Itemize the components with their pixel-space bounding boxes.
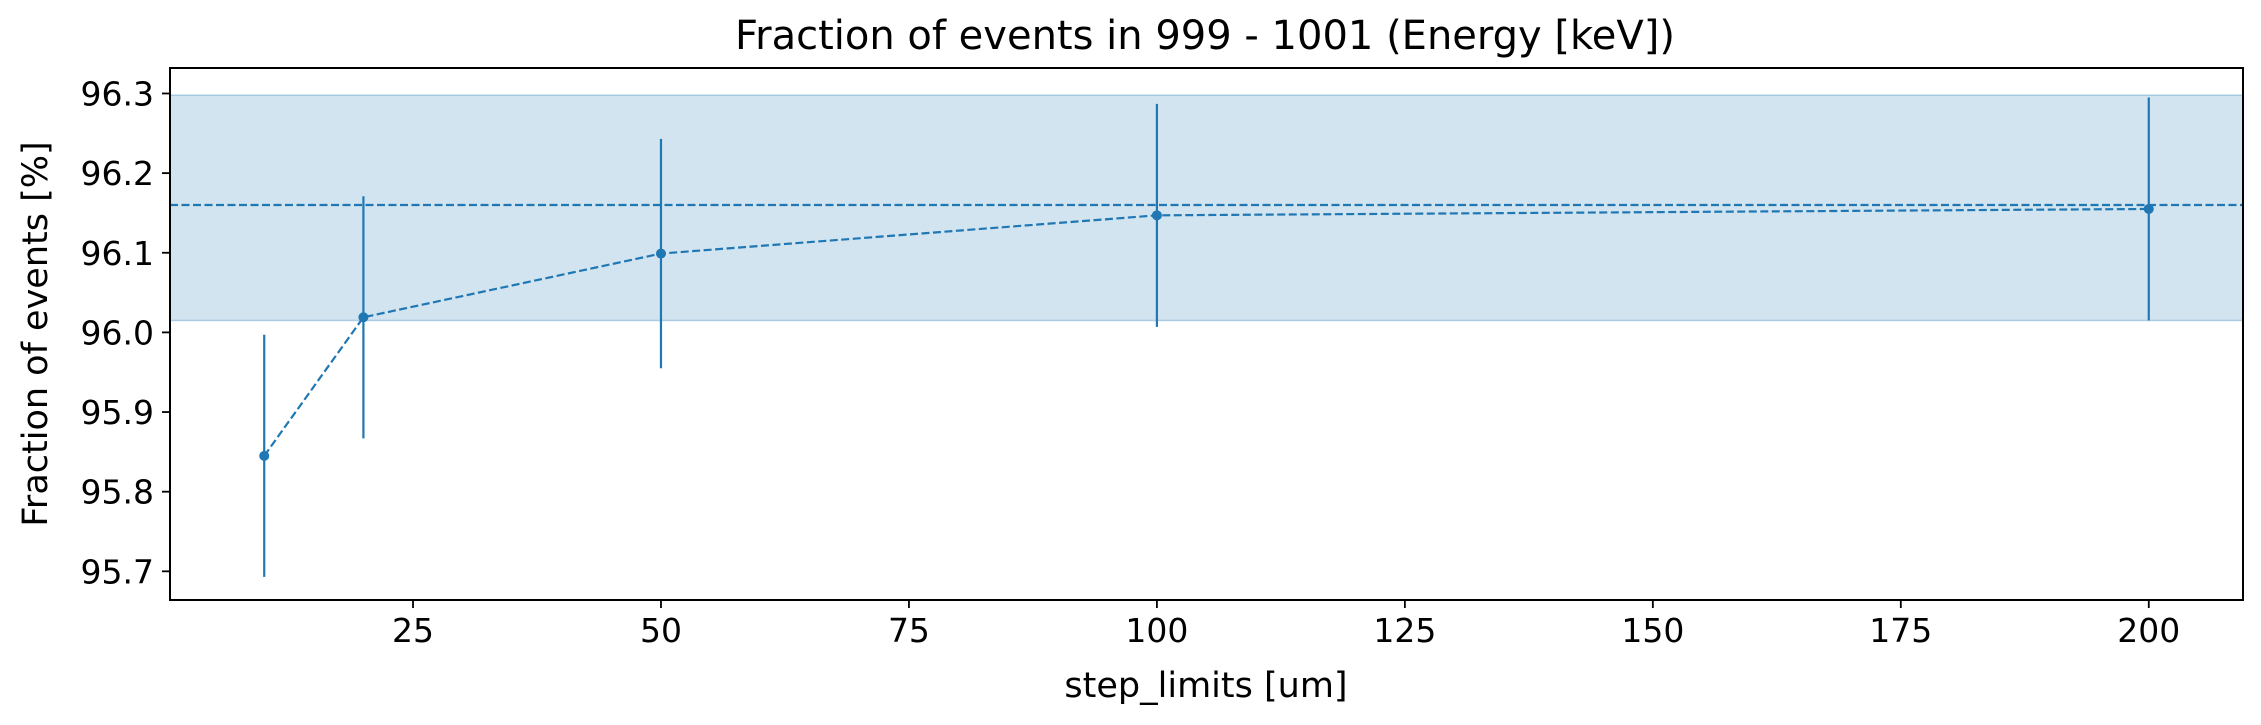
x-tick-label: 75 [888,611,930,650]
data-point [1151,210,1162,221]
y-tick-label: 96.3 [81,74,154,113]
reference-band-layer [170,94,2243,322]
data-point [358,312,369,323]
series-layer [259,97,2154,577]
x-axis-label: step_limits [um] [1064,666,1347,706]
chart-title: Fraction of events in 999 - 1001 (Energy… [735,13,1675,59]
data-point [2143,203,2154,214]
x-tick-label: 175 [1869,611,1932,650]
y-tick-label: 95.9 [81,393,154,432]
y-axis-label: Fraction of events [%] [16,141,56,526]
x-tick-label: 100 [1125,611,1188,650]
plot-frame [169,67,2244,601]
data-point [259,450,270,461]
data-point [655,248,666,259]
x-tick-label: 50 [640,611,682,650]
x-tick-label: 125 [1373,611,1436,650]
x-tick-label: 25 [392,611,434,650]
x-tick-label: 150 [1621,611,1684,650]
x-axis: 25 50 75 100 125 150 175 200 [392,600,2180,650]
y-tick-label: 96.0 [81,313,154,352]
y-tick-label: 96.2 [81,154,154,193]
x-tick-label: 200 [2117,611,2180,650]
y-tick-label: 95.8 [81,473,154,512]
reference-band [170,95,2243,321]
y-tick-label: 95.7 [81,552,154,591]
y-axis: 95.7 95.8 95.9 96.0 96.1 96.2 96.3 [81,74,170,591]
y-tick-label: 96.1 [81,234,154,273]
